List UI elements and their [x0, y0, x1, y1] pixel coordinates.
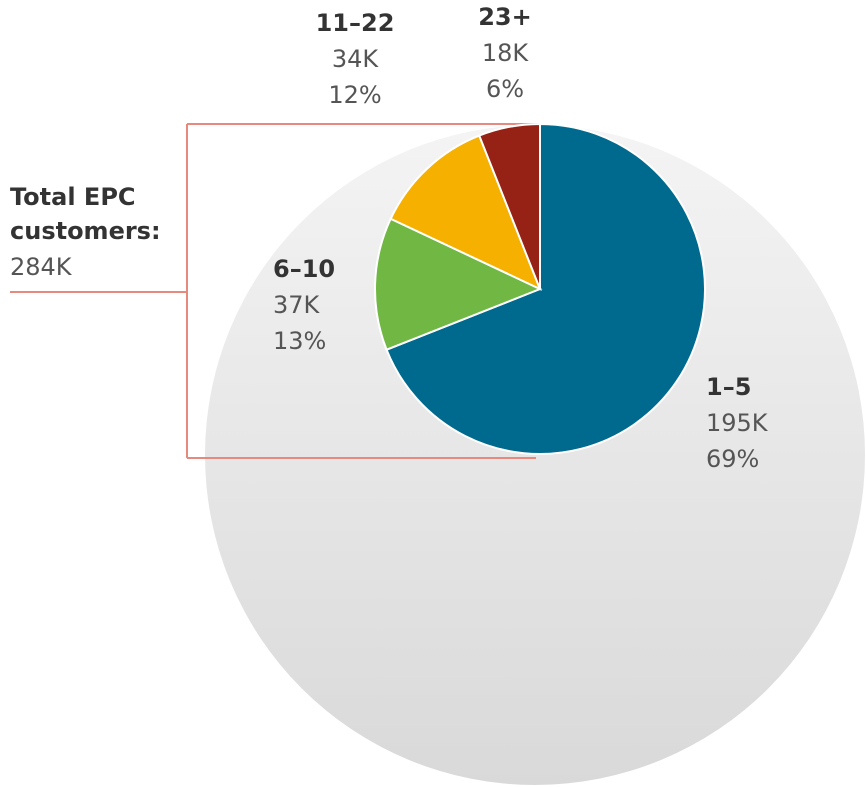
- slice-percent: 13%: [273, 327, 326, 355]
- bracket: [10, 123, 540, 459]
- slice-category: 6–10: [273, 255, 335, 283]
- slice-percent: 69%: [706, 445, 759, 473]
- slice-category: 1–5: [706, 373, 751, 401]
- total-label: Total EPC: [10, 183, 136, 211]
- pie-slice: [477, 122, 541, 290]
- total-label: customers:: [10, 217, 161, 245]
- slice-percent: 12%: [328, 81, 381, 109]
- slice-count: 37K: [273, 291, 321, 319]
- slice-percent: 6%: [486, 75, 524, 103]
- pie-slice: [389, 134, 542, 291]
- slice-count: 34K: [332, 45, 380, 73]
- total-value: 284K: [10, 253, 73, 281]
- slice-category: 23+: [478, 3, 532, 31]
- slice-category: 11–22: [316, 9, 395, 37]
- pie-slice: [374, 217, 543, 352]
- slice-count: 18K: [482, 39, 530, 67]
- pie-slice: [385, 122, 706, 455]
- slice-count: 195K: [706, 409, 769, 437]
